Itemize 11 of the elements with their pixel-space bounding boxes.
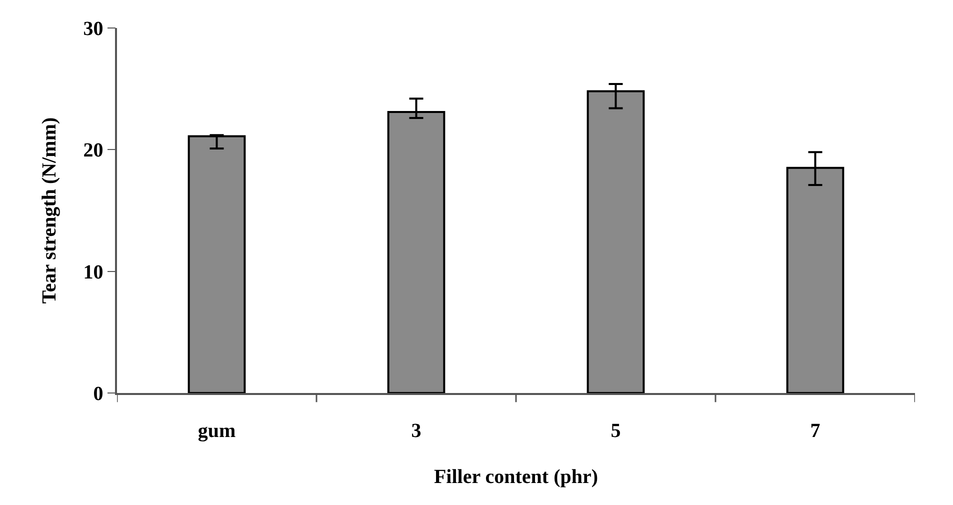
bar <box>188 135 246 393</box>
x-tick-label: 3 <box>411 420 422 442</box>
y-tick-label: 10 <box>83 261 104 284</box>
x-tick-label: 5 <box>610 420 621 442</box>
y-tick-label: 20 <box>83 140 104 162</box>
y-axis-title: Tear strength (N/mm) <box>38 117 60 304</box>
y-tick-label: 30 <box>83 18 104 40</box>
x-tick-label: 7 <box>810 420 820 442</box>
x-axis-title: Filler content (phr) <box>434 466 598 488</box>
x-tick-label: gum <box>198 420 236 442</box>
y-tick-label: 0 <box>93 383 104 405</box>
